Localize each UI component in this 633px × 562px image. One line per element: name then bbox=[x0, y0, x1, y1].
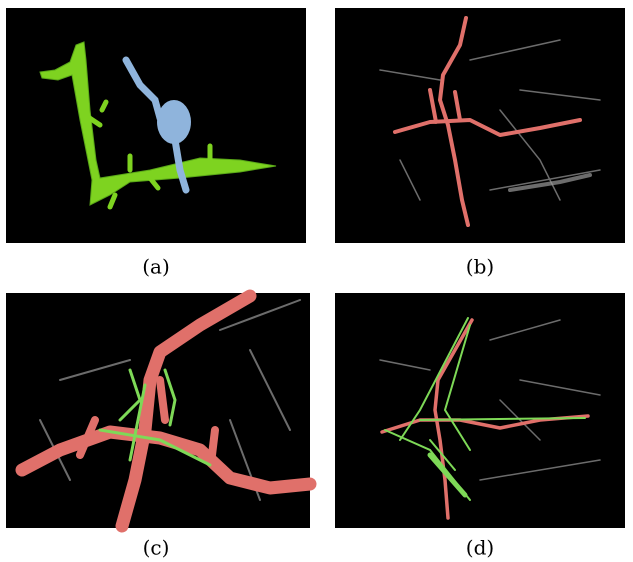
panel-background bbox=[335, 293, 625, 528]
panel-label: (c) bbox=[143, 536, 170, 560]
panel-c: (c) bbox=[6, 293, 310, 560]
panel-b: (b) bbox=[335, 8, 625, 279]
page: (a) (b) (c) (d) (() => { const data = JS… bbox=[0, 0, 633, 562]
panel-background bbox=[6, 8, 306, 243]
panel-label: (d) bbox=[466, 536, 494, 560]
panel-a: (a) bbox=[6, 8, 306, 279]
blue-soma bbox=[157, 100, 191, 144]
panel-label: (b) bbox=[466, 255, 494, 279]
figure: (a) (b) (c) (d) bbox=[0, 0, 633, 562]
panel-label: (a) bbox=[142, 255, 170, 279]
panel-d: (d) bbox=[335, 293, 625, 560]
